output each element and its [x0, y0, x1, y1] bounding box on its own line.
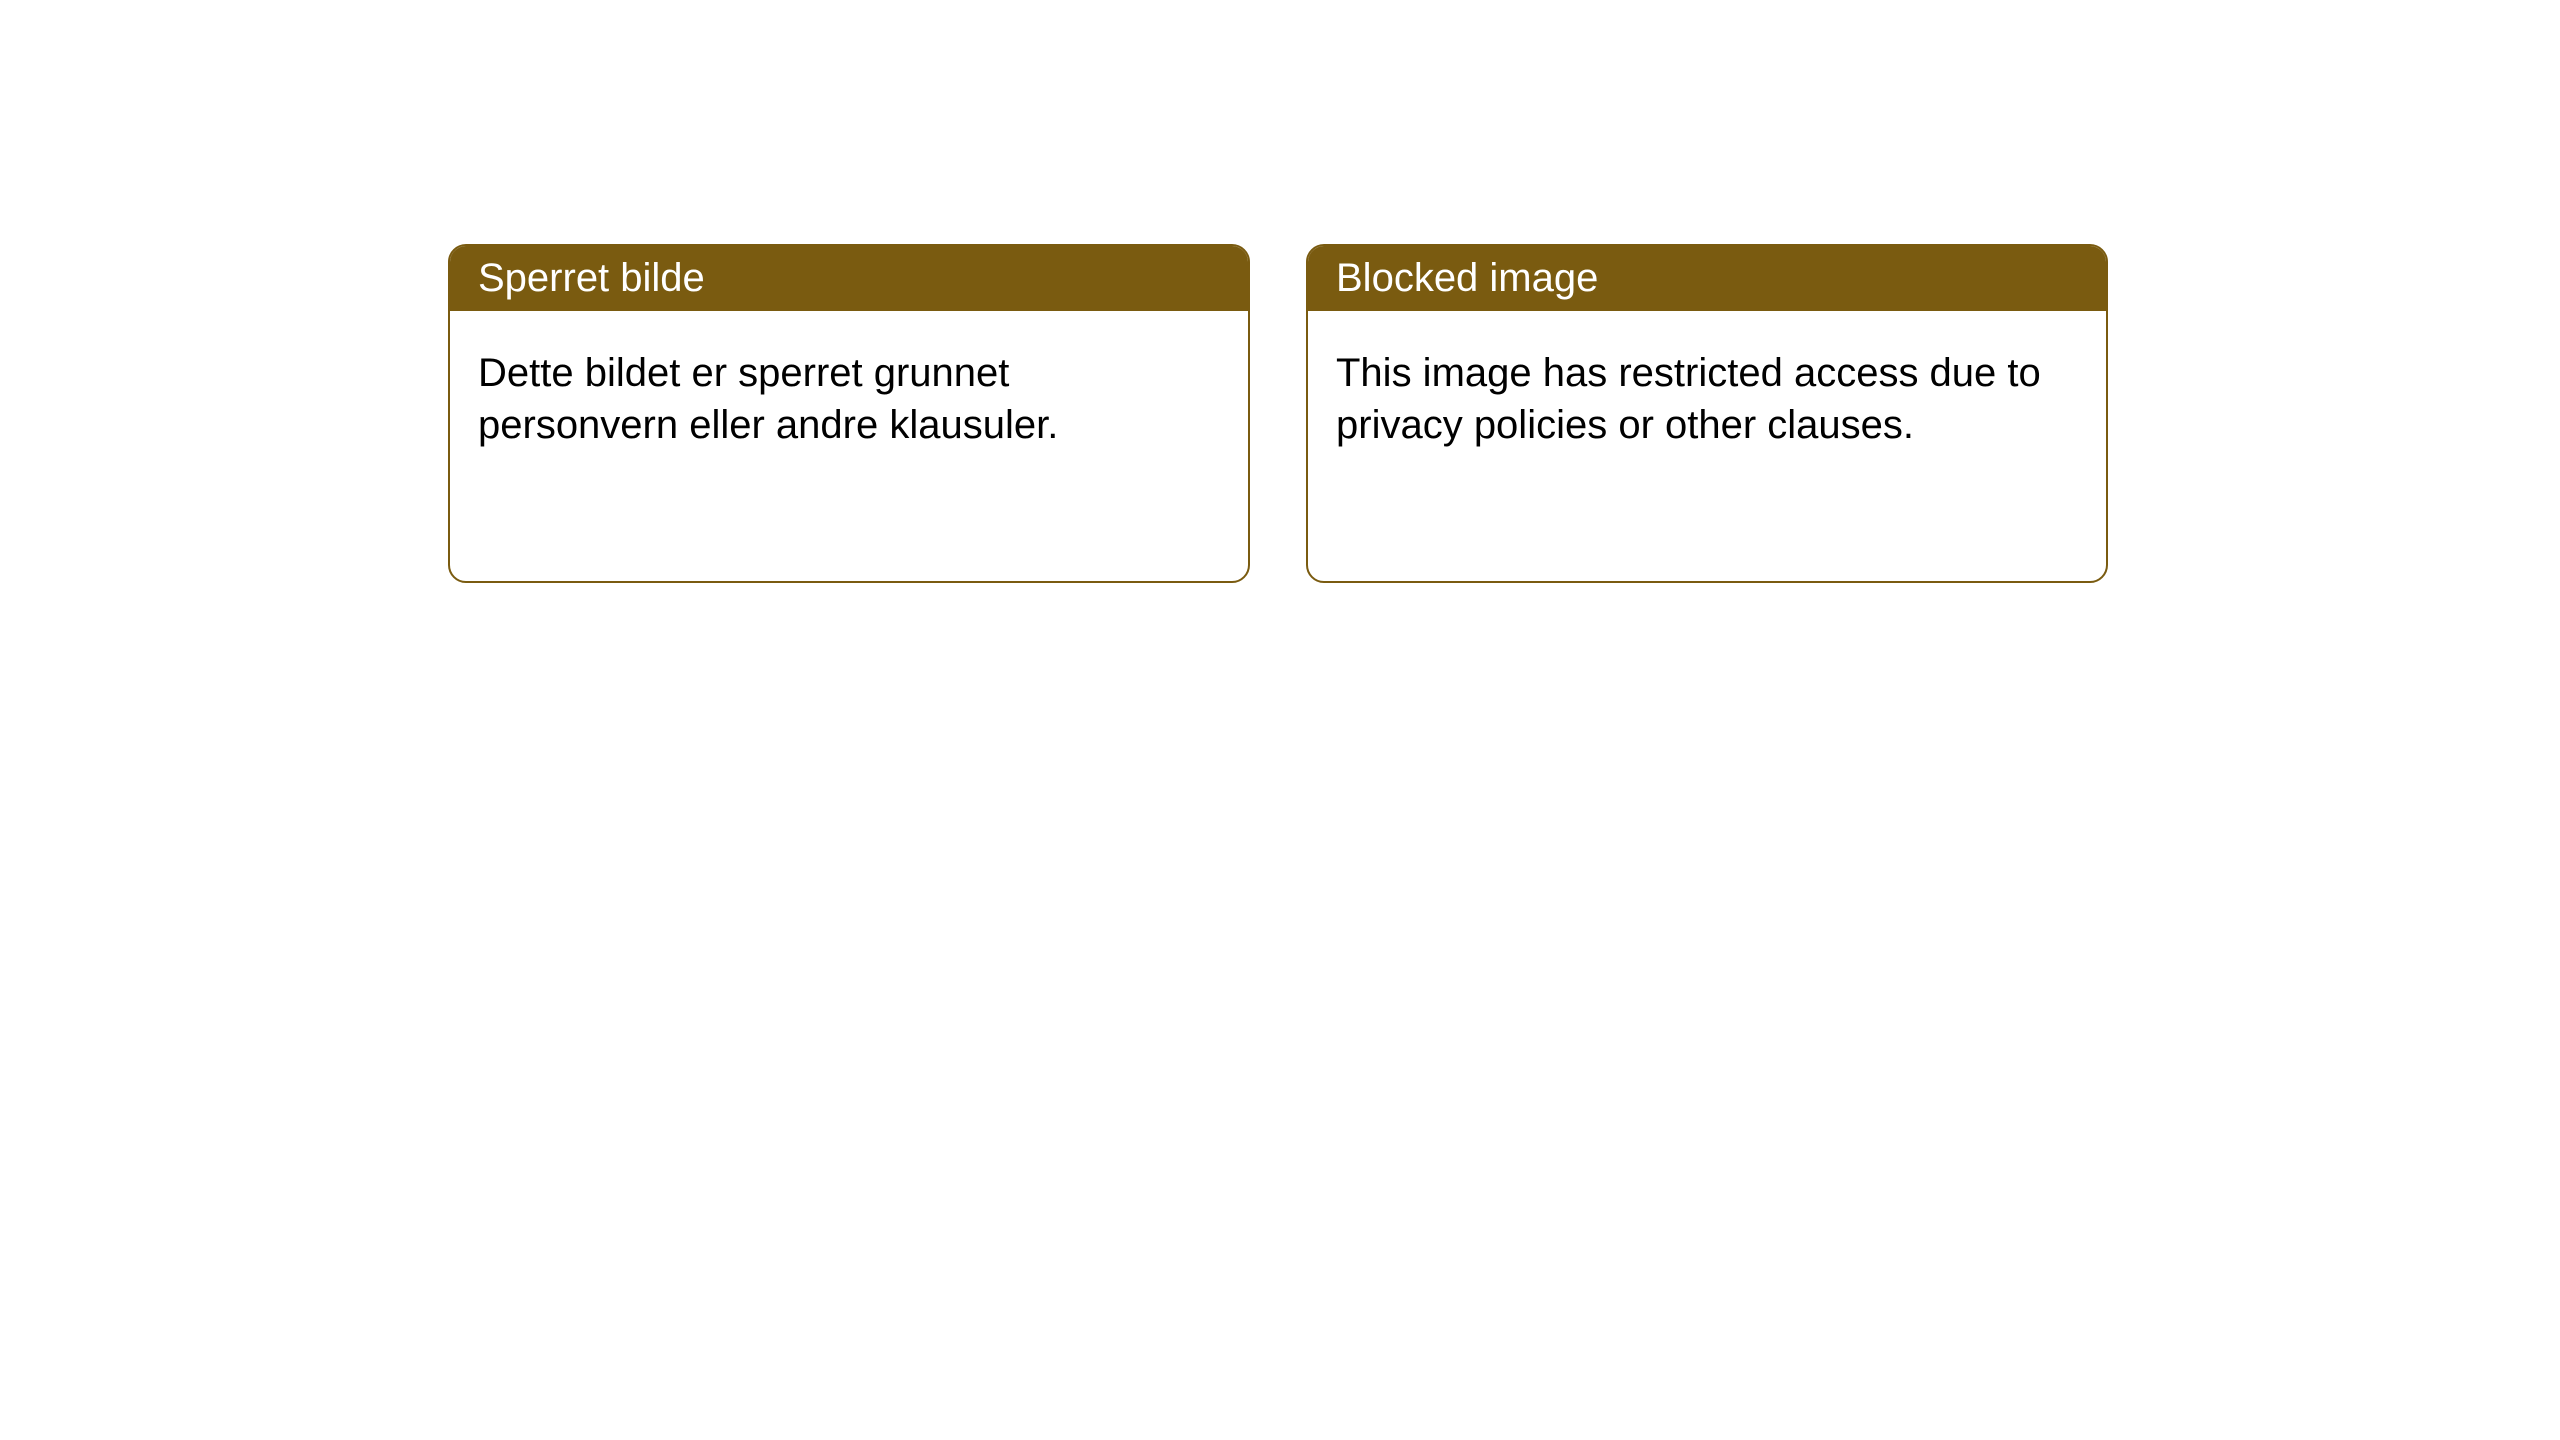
card-body: Dette bildet er sperret grunnet personve… [450, 311, 1248, 581]
card-body-text: This image has restricted access due to … [1336, 351, 2041, 447]
card-header: Blocked image [1308, 246, 2106, 311]
blocked-image-card-english: Blocked image This image has restricted … [1306, 244, 2108, 583]
card-header-text: Sperret bilde [478, 256, 705, 300]
card-body: This image has restricted access due to … [1308, 311, 2106, 581]
blocked-image-card-norwegian: Sperret bilde Dette bildet er sperret gr… [448, 244, 1250, 583]
card-header-text: Blocked image [1336, 256, 1598, 300]
card-body-text: Dette bildet er sperret grunnet personve… [478, 351, 1058, 447]
cards-container: Sperret bilde Dette bildet er sperret gr… [0, 0, 2560, 583]
card-header: Sperret bilde [450, 246, 1248, 311]
